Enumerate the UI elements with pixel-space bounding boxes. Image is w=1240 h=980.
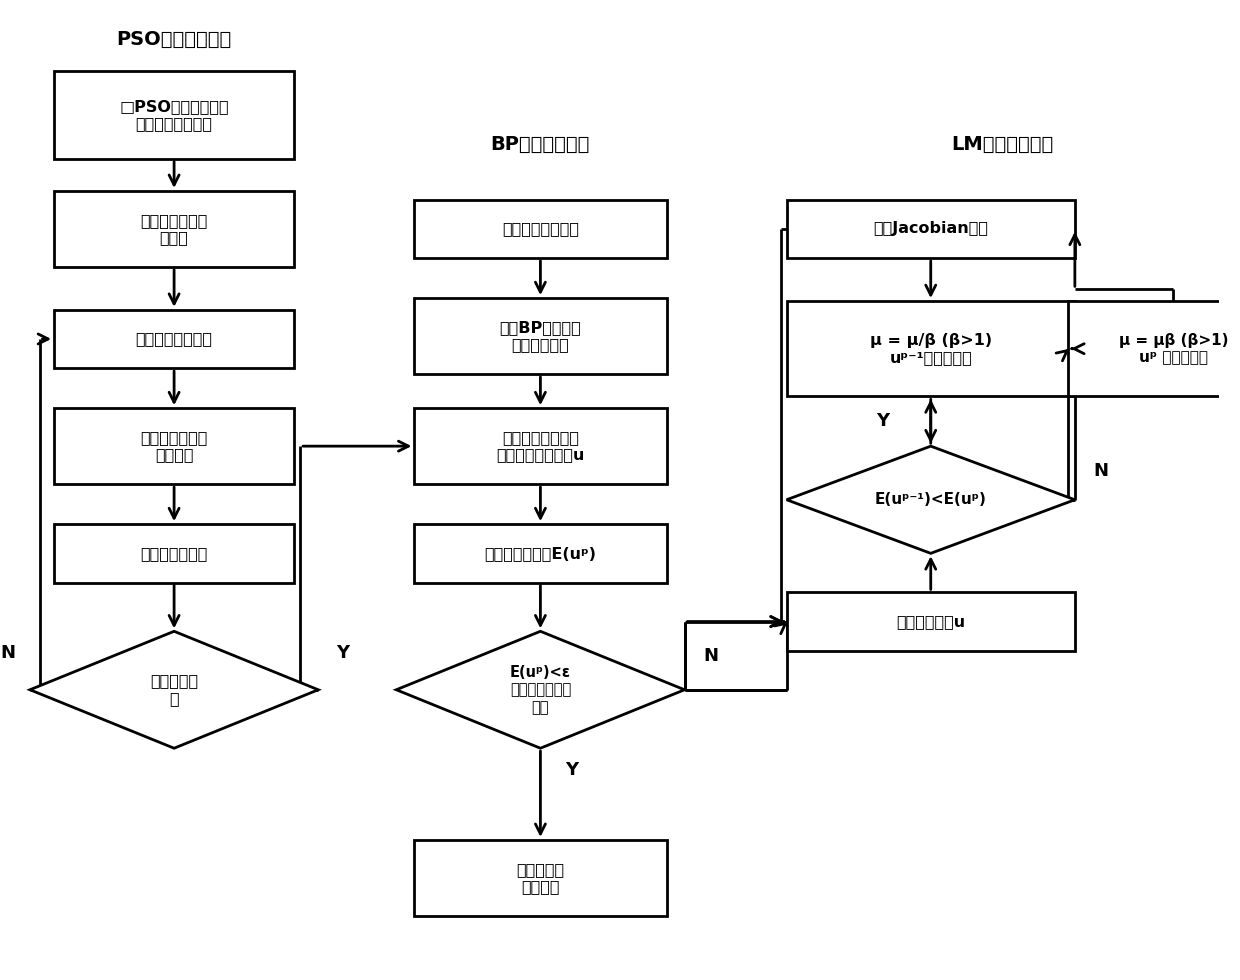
FancyBboxPatch shape bbox=[786, 301, 1075, 397]
FancyBboxPatch shape bbox=[55, 71, 294, 159]
Text: PSO方法优化部分: PSO方法优化部分 bbox=[117, 30, 232, 49]
Text: μ = μ/β (β>1)
uᵖ⁻¹为控制向量: μ = μ/β (β>1) uᵖ⁻¹为控制向量 bbox=[869, 332, 992, 365]
Text: 更新Jacobian矩阵: 更新Jacobian矩阵 bbox=[873, 221, 988, 236]
Text: Y: Y bbox=[336, 644, 348, 662]
FancyBboxPatch shape bbox=[414, 298, 667, 374]
Text: 计算平方误差和E(uᵖ): 计算平方误差和E(uᵖ) bbox=[485, 546, 596, 561]
Text: LM方法优化部分: LM方法优化部分 bbox=[951, 134, 1054, 154]
FancyBboxPatch shape bbox=[55, 524, 294, 582]
Text: 粒子适应度値计算: 粒子适应度値计算 bbox=[135, 331, 212, 347]
Text: Y: Y bbox=[877, 413, 889, 430]
FancyBboxPatch shape bbox=[786, 200, 1075, 258]
FancyBboxPatch shape bbox=[55, 191, 294, 267]
Text: 速度和位置更新: 速度和位置更新 bbox=[140, 546, 208, 561]
FancyBboxPatch shape bbox=[414, 408, 667, 484]
Text: 确定网络拓扑结构: 确定网络拓扑结构 bbox=[502, 221, 579, 236]
Polygon shape bbox=[397, 631, 684, 748]
Text: N: N bbox=[703, 647, 718, 664]
Polygon shape bbox=[30, 631, 319, 748]
FancyBboxPatch shape bbox=[786, 592, 1075, 651]
Text: N: N bbox=[1094, 462, 1109, 479]
FancyBboxPatch shape bbox=[414, 524, 667, 582]
Text: 满足结束条
件: 满足结束条 件 bbox=[150, 673, 198, 706]
FancyBboxPatch shape bbox=[414, 840, 667, 916]
FancyBboxPatch shape bbox=[55, 310, 294, 368]
Text: □PSO将初始权値阈
値映射为粒子位置: □PSO将初始权値阈 値映射为粒子位置 bbox=[119, 99, 229, 131]
FancyBboxPatch shape bbox=[414, 200, 667, 258]
Text: E(uᵖ)<ε
或达到最大迭代
次数: E(uᵖ)<ε 或达到最大迭代 次数 bbox=[510, 664, 572, 714]
Polygon shape bbox=[786, 446, 1075, 554]
Text: N: N bbox=[1, 644, 16, 662]
Text: E(uᵖ⁻¹)<E(uᵖ): E(uᵖ⁻¹)<E(uᵖ) bbox=[874, 492, 987, 508]
Text: 仿真预测，
得到结果: 仿真预测， 得到结果 bbox=[516, 861, 564, 894]
Text: 粒子速度和位置
初始化: 粒子速度和位置 初始化 bbox=[140, 213, 208, 245]
Text: Y: Y bbox=[565, 760, 578, 779]
FancyBboxPatch shape bbox=[1069, 301, 1240, 397]
Text: 初始BP神经网络
权値阈値长度: 初始BP神经网络 权値阈値长度 bbox=[500, 319, 582, 352]
Text: 获取最优权値阈値
作为初始控制向量u: 获取最优权値阈値 作为初始控制向量u bbox=[496, 430, 584, 463]
Text: 寻找个体极値和
群体极値: 寻找个体极値和 群体极値 bbox=[140, 430, 208, 463]
FancyBboxPatch shape bbox=[55, 408, 294, 484]
Text: 更新控制向量u: 更新控制向量u bbox=[897, 614, 965, 629]
Text: μ = μβ (β>1)
uᵖ 为控制向鼎: μ = μβ (β>1) uᵖ 为控制向鼎 bbox=[1118, 332, 1228, 365]
Text: BP神经网络部分: BP神经网络部分 bbox=[491, 134, 590, 154]
